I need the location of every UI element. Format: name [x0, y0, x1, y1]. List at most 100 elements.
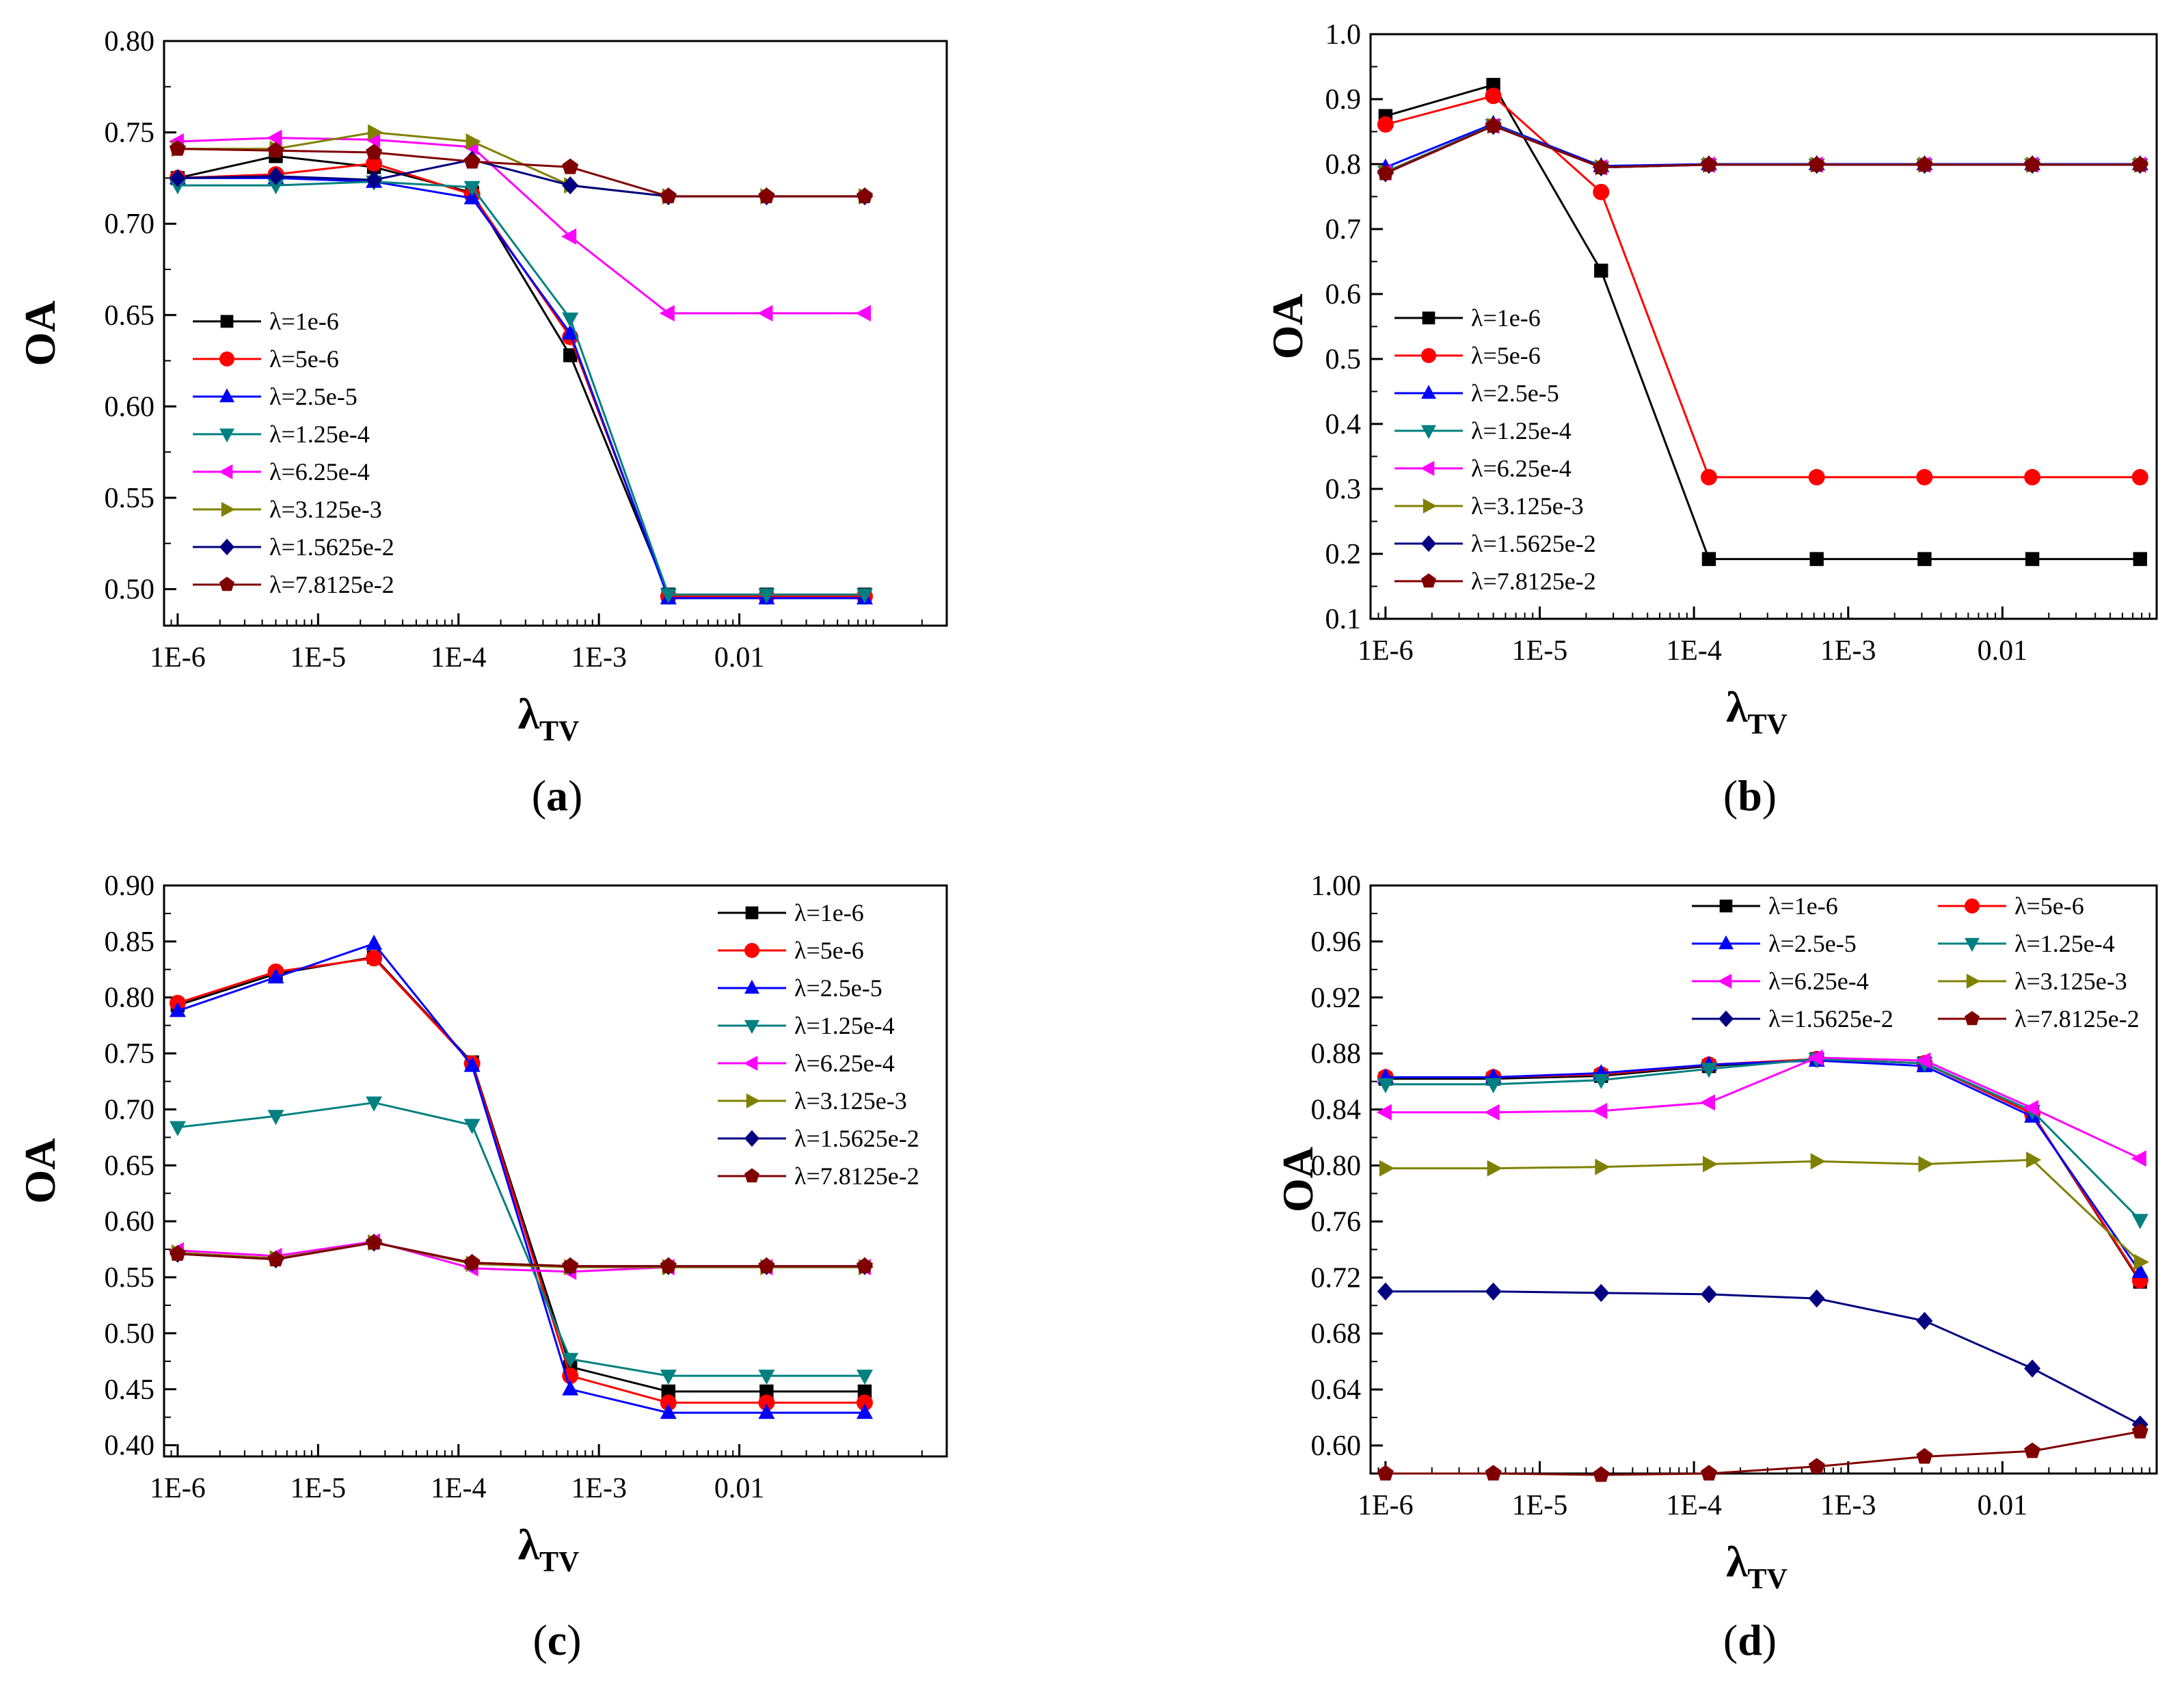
data-point	[562, 1257, 579, 1273]
data-point	[1484, 1104, 1500, 1121]
data-point	[1379, 1160, 1395, 1177]
data-point	[659, 305, 675, 322]
chart-panel-c: 0.40 0.45 0.50 0.55 0.60 0.65 0.70 0.75 0.80 0.85…	[16, 870, 948, 1664]
series-8	[1377, 117, 2148, 181]
data-point	[1699, 1094, 1715, 1111]
y-tick-label: 0.76	[1311, 1206, 1362, 1238]
x-axis-label: λTV	[518, 689, 580, 747]
data-point	[1593, 1466, 1610, 1482]
legend-label: λ=3.125e-3	[269, 496, 382, 523]
legend-item: λ=1.25e-4	[1938, 930, 2115, 957]
data-point	[1916, 156, 1933, 172]
x-tick-label: 1E-4	[1666, 635, 1722, 667]
legend-label: λ=1e-6	[1768, 892, 1838, 920]
series-line	[1385, 124, 2140, 174]
x-tick-label: 1E-5	[1512, 1490, 1568, 1521]
legend-label: λ=6.25e-4	[1471, 455, 1572, 482]
legend-label: λ=3.125e-3	[2014, 968, 2127, 995]
plot-frame	[163, 40, 948, 627]
series-1	[170, 950, 872, 1399]
legend-item: λ=1.5625e-2	[718, 1125, 919, 1152]
series-line	[1385, 1059, 2142, 1272]
data-point	[660, 1394, 677, 1411]
data-point	[1377, 116, 1394, 133]
data-point	[2131, 468, 2148, 485]
series-8	[1377, 1423, 2148, 1482]
legend-marker	[744, 979, 759, 994]
legend-marker	[218, 464, 233, 479]
legend-label: λ=7.8125e-2	[794, 1162, 919, 1190]
legend-marker	[746, 1093, 761, 1108]
x-tick-label: 1E-5	[290, 1473, 346, 1504]
legend-label: λ=1.5625e-2	[269, 533, 394, 561]
data-point	[757, 305, 773, 322]
data-point	[1594, 263, 1608, 278]
data-point	[1700, 468, 1717, 485]
x-tick-label: 1E-5	[1512, 635, 1568, 667]
legend-label: λ=1.25e-4	[1471, 417, 1572, 444]
series-line	[177, 1102, 865, 1377]
legend-marker	[1719, 899, 1733, 913]
y-tick-label: 0.68	[1311, 1318, 1362, 1350]
legend-marker	[219, 388, 234, 403]
data-point	[1807, 1049, 1823, 1066]
data-point	[1915, 1052, 1931, 1069]
data-point	[561, 228, 577, 245]
data-point	[1701, 1285, 1717, 1304]
legend-marker	[1718, 935, 1734, 950]
series-5	[1376, 1049, 2146, 1167]
legend-label: λ=1.25e-4	[794, 1012, 895, 1039]
data-point	[857, 1257, 873, 1273]
legend: λ=1e-6 λ=5e-6 λ=2.5e-5 λ=1.25e-4 λ=6.25e-4 λ=…	[193, 308, 394, 598]
data-point	[267, 968, 284, 984]
data-point	[660, 1403, 677, 1419]
legend-marker	[221, 502, 236, 517]
y-axis-label: OA	[1273, 1147, 1322, 1212]
data-point	[1808, 1289, 1825, 1308]
series-3	[169, 934, 873, 1419]
data-point	[463, 181, 481, 196]
series-line	[177, 148, 865, 198]
legend-label: λ=2.5e-5	[1471, 379, 1559, 407]
data-point	[2133, 552, 2148, 566]
legend-label: λ=2.5e-5	[1768, 930, 1857, 957]
data-point	[758, 187, 775, 204]
series-line	[1385, 1058, 2141, 1221]
data-point	[1701, 1063, 1717, 1078]
data-point	[2024, 156, 2041, 172]
data-point	[857, 1370, 873, 1385]
data-point	[857, 588, 873, 604]
x-tick-label: 1E-6	[150, 1473, 206, 1504]
legend-item: λ=6.25e-4	[1692, 968, 1869, 995]
y-tick-label: 0.45	[105, 1374, 155, 1406]
data-point	[169, 169, 186, 187]
legend-item: λ=7.8125e-2	[1394, 568, 1596, 595]
plot-frame	[1369, 884, 2158, 1475]
legend-label: λ=2.5e-5	[269, 383, 358, 410]
chart-panel-a: 0.50 0.55 0.60 0.65 0.70 0.75 0.80 1E-6 1E-5 1E-4…	[16, 26, 948, 820]
legend: λ=1e-6 λ=5e-6 λ=2.5e-5 λ=1.25e-4 λ=6.25e-4 λ=…	[1394, 304, 1596, 595]
panel-caption: (c)	[532, 1616, 581, 1664]
data-point	[1808, 156, 1825, 172]
series-8	[169, 140, 873, 204]
series-line	[1385, 94, 2140, 479]
data-point	[1701, 1465, 1717, 1481]
legend-item: λ=2.5e-5	[1394, 379, 1559, 407]
data-point	[660, 1257, 677, 1273]
legend-item: λ=1.25e-4	[718, 1012, 895, 1039]
data-point	[562, 324, 579, 340]
legend-label: λ=5e-6	[269, 345, 339, 373]
x-axis-label: λTV	[1726, 1537, 1788, 1595]
series-line	[1385, 1058, 2142, 1283]
legend-label: λ=1.5625e-2	[1471, 530, 1596, 557]
data-point	[857, 187, 873, 204]
data-point	[1592, 1102, 1608, 1119]
data-point	[1593, 183, 1610, 200]
data-point	[1485, 117, 1502, 133]
data-point	[463, 1254, 481, 1270]
x-tick-label: 0.01	[1978, 1490, 2028, 1521]
data-point	[562, 176, 579, 195]
legend-marker	[219, 351, 234, 366]
data-point	[463, 1119, 481, 1134]
data-point	[1377, 164, 1394, 181]
